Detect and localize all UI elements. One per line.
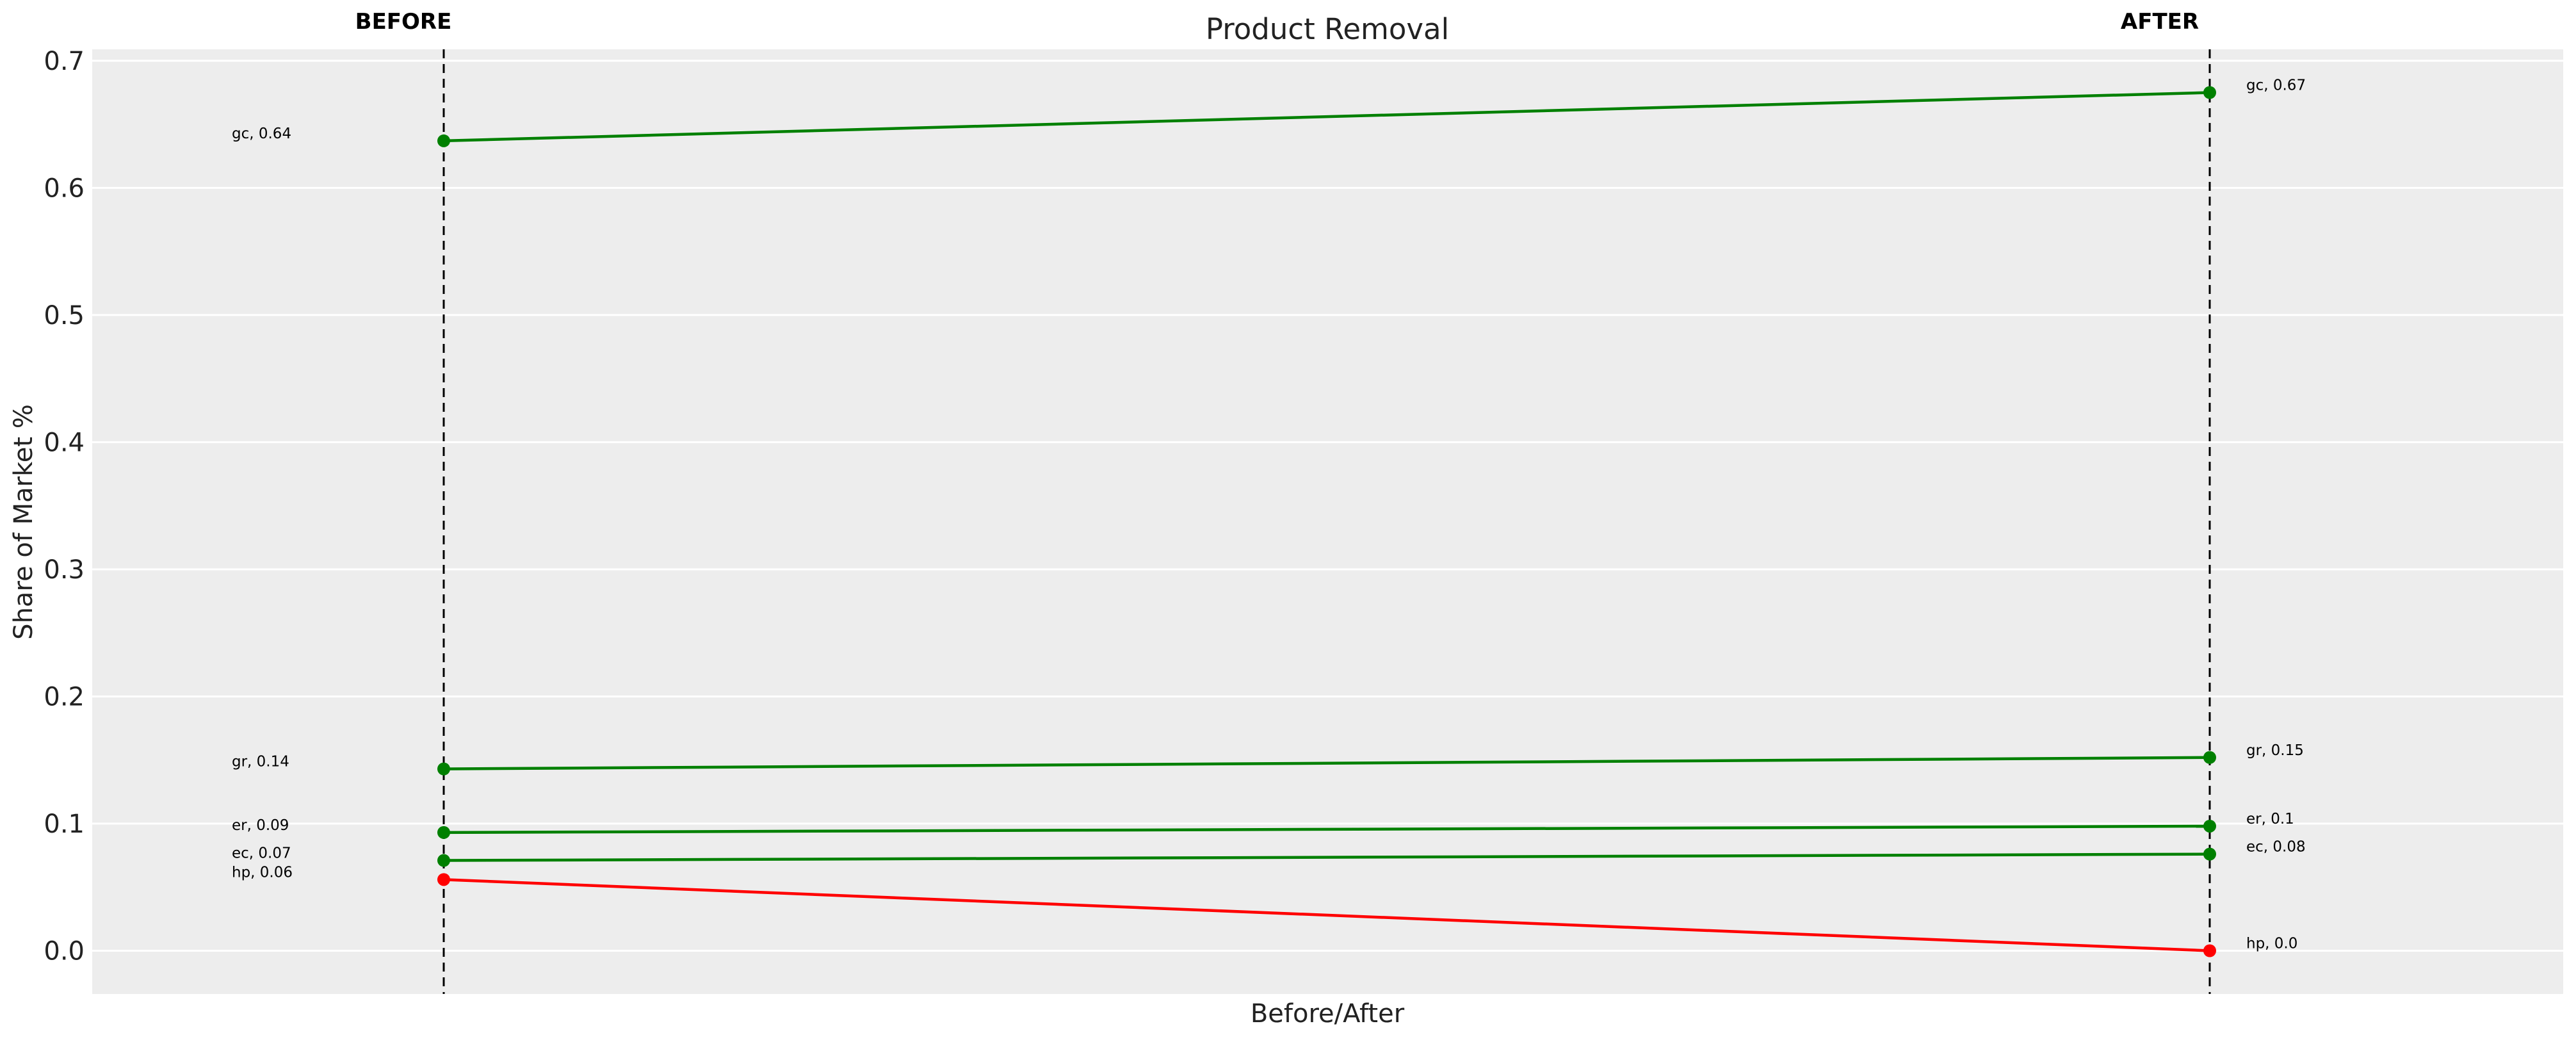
y-tick-label: 0.0 <box>44 937 85 966</box>
point-gr-after <box>2203 751 2216 764</box>
series-line-gr <box>443 756 2210 770</box>
y-tick-label: 0.7 <box>44 47 85 76</box>
data-label-gc-after: gc, 0.67 <box>2246 77 2306 94</box>
series-gr: gr, 0.14 gr, 0.15 <box>232 742 2304 776</box>
chart-title: Product Removal <box>1206 12 1449 46</box>
y-tick-label: 0.4 <box>44 428 85 457</box>
series-group: gc, 0.64 gc, 0.67 gr, 0.14 gr, 0.15 er, 0.09… <box>232 77 2306 957</box>
point-ec-after <box>2203 847 2216 861</box>
after-label: AFTER <box>2121 9 2199 35</box>
series-line-er <box>443 824 2210 834</box>
y-tick-label: 0.6 <box>44 174 85 203</box>
before-label: BEFORE <box>355 9 452 35</box>
point-hp-before <box>437 873 450 886</box>
data-label-er-after: er, 0.1 <box>2246 811 2294 827</box>
series-hp: hp, 0.06 hp, 0.0 <box>232 864 2297 957</box>
y-axis-label: Share of Market % <box>9 404 38 640</box>
data-label-gr-after: gr, 0.15 <box>2246 742 2304 759</box>
series-gc: gc, 0.64 gc, 0.67 <box>232 77 2306 147</box>
data-label-er-before: er, 0.09 <box>232 817 289 834</box>
data-label-ec-after: ec, 0.08 <box>2246 839 2306 856</box>
data-label-hp-after: hp, 0.0 <box>2246 936 2297 952</box>
y-tick-label: 0.5 <box>44 301 85 330</box>
y-tick-label: 0.3 <box>44 555 85 585</box>
point-er-before <box>437 826 450 839</box>
series-line-hp <box>443 878 2210 952</box>
plot-area <box>92 49 2563 994</box>
point-gc-after <box>2203 86 2216 99</box>
gridlines <box>92 60 2563 952</box>
series-line-ec <box>443 852 2210 862</box>
series-ec: ec, 0.07 ec, 0.08 <box>232 839 2306 867</box>
point-gr-before <box>437 762 450 776</box>
point-er-after <box>2203 819 2216 833</box>
series-er: er, 0.09 er, 0.1 <box>232 811 2294 839</box>
data-label-hp-before: hp, 0.06 <box>232 864 293 881</box>
y-tick-labels: 0.0 0.1 0.2 0.3 0.4 0.5 0.6 0.7 <box>44 47 85 966</box>
y-tick-label: 0.1 <box>44 810 85 839</box>
point-gc-before <box>437 134 450 147</box>
y-tick-label: 0.2 <box>44 682 85 712</box>
data-label-gr-before: gr, 0.14 <box>232 754 289 770</box>
x-axis-label: Before/After <box>1251 999 1405 1029</box>
point-hp-after <box>2203 944 2216 957</box>
series-line-gc <box>443 91 2210 143</box>
point-ec-before <box>437 854 450 867</box>
data-label-ec-before: ec, 0.07 <box>232 845 291 862</box>
data-label-gc-before: gc, 0.64 <box>232 126 291 142</box>
